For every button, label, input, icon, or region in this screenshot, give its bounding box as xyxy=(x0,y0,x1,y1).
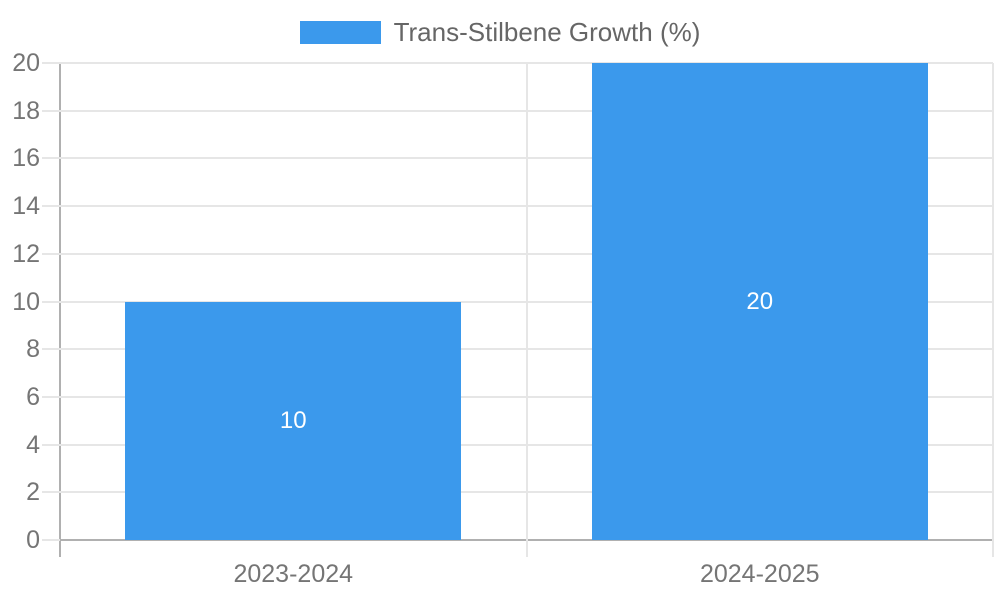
y-axis-tick xyxy=(42,443,60,446)
y-axis-tick xyxy=(42,62,60,64)
y-axis-tick-label: 18 xyxy=(12,96,40,125)
y-axis-tick xyxy=(42,395,60,398)
y-axis-tick-label: 2 xyxy=(26,478,40,507)
x-axis-tick xyxy=(525,540,528,557)
y-axis-tick-label: 12 xyxy=(12,239,40,268)
y-axis-tick xyxy=(42,348,60,351)
bar-value-label: 10 xyxy=(279,406,307,434)
y-axis-tick xyxy=(42,109,60,112)
bar[interactable]: 20 xyxy=(591,63,928,540)
y-axis-tick xyxy=(42,205,60,208)
bar[interactable]: 10 xyxy=(125,301,462,540)
y-axis-tick xyxy=(42,539,60,541)
chart-legend: Trans-Stilbene Growth (%) xyxy=(0,18,1000,46)
y-axis-tick xyxy=(42,157,60,160)
y-axis-tick xyxy=(42,300,60,303)
legend-swatch-icon xyxy=(299,20,381,44)
legend-label: Trans-Stilbene Growth (%) xyxy=(393,17,701,47)
plot-area: 10 20 xyxy=(60,62,994,540)
bar-value-label: 20 xyxy=(746,287,774,315)
legend-item[interactable]: Trans-Stilbene Growth (%) xyxy=(299,17,701,47)
y-axis-tick-label: 16 xyxy=(12,144,40,173)
y-axis-tick-label: 8 xyxy=(26,335,40,364)
x-axis-tick xyxy=(992,540,994,557)
y-axis-tick-label: 14 xyxy=(12,192,40,221)
y-axis-tick-label: 6 xyxy=(26,382,40,411)
y-axis-tick-label: 0 xyxy=(26,526,40,554)
gridline-vertical xyxy=(525,63,528,540)
y-axis-tick xyxy=(42,252,60,255)
y-axis-tick xyxy=(42,491,60,494)
x-axis-category-label: 2023-2024 xyxy=(233,560,354,588)
y-axis-line xyxy=(59,63,61,557)
y-axis-tick-label: 10 xyxy=(12,287,40,316)
gridline-vertical xyxy=(992,63,994,540)
y-axis-tick-label: 20 xyxy=(12,49,40,77)
x-axis-category-label: 2024-2025 xyxy=(699,560,820,588)
y-axis-tick-label: 4 xyxy=(26,430,40,459)
